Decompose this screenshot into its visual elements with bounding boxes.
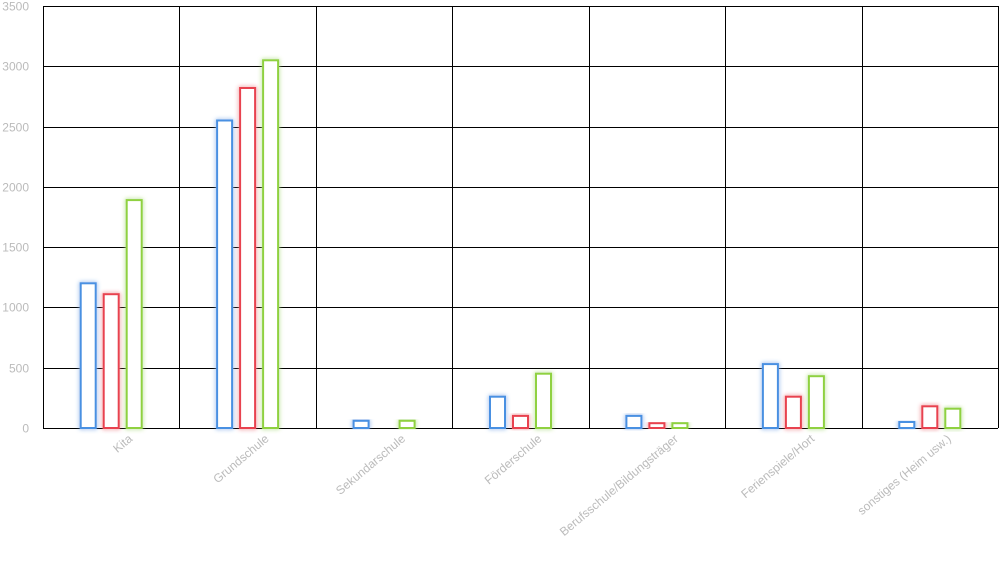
bar-series-3-ferienspiele-hort xyxy=(807,375,825,430)
y-tick-label: 2000 xyxy=(2,181,29,195)
y-tick-label: 3500 xyxy=(2,0,29,14)
x-axis-labels: Kita Grundschule Sekundarschule Förderschul… xyxy=(110,431,953,539)
bar-series-1-sonstiges-heim-usw- xyxy=(898,421,916,429)
bar-series-1-kita xyxy=(79,282,97,429)
bar-series-1-ferienspiele-hort xyxy=(761,363,779,430)
y-tick-label: 1000 xyxy=(2,301,29,315)
bar-series-3-sekundarschule xyxy=(398,419,416,429)
x-category-label: sonstiges (Heim usw.) xyxy=(855,432,954,518)
x-category-label: Sekundarschule xyxy=(333,431,408,497)
x-category-label: Berufsschule/Bildungsträger xyxy=(557,432,681,539)
bar-series-1-förderschule xyxy=(489,395,506,430)
y-tick-label: 3000 xyxy=(2,60,29,74)
x-category-label: Kita xyxy=(110,431,135,455)
bar-series-1-sekundarschule xyxy=(352,419,370,429)
x-category-label: Förderschule xyxy=(482,431,545,487)
bar-series-1-grundschule xyxy=(216,119,234,429)
grid xyxy=(43,6,999,429)
bar-series-2-berufsschule-bildungsträger xyxy=(648,422,666,430)
x-category-label: Grundschule xyxy=(210,431,271,486)
bar-series-3-sonstiges-heim-usw- xyxy=(944,407,962,430)
y-tick-label: 2500 xyxy=(2,121,29,135)
bar-series-2-kita xyxy=(102,293,120,430)
bar-series-3-kita xyxy=(125,199,143,429)
bar-series-3-grundschule xyxy=(262,59,280,430)
y-tick-label: 500 xyxy=(9,362,29,376)
bar-series-2-förderschule xyxy=(512,414,529,429)
bar-series-2-grundschule xyxy=(239,87,257,429)
y-tick-label: 0 xyxy=(22,422,29,436)
bars xyxy=(79,59,962,430)
x-category-label: Ferienspiele/Hort xyxy=(738,431,818,501)
bar-series-3-berufsschule-bildungsträger xyxy=(671,422,689,430)
y-tick-label: 1500 xyxy=(2,241,29,255)
bar-series-1-berufsschule-bildungsträger xyxy=(625,414,643,429)
bar-series-2-sonstiges-heim-usw- xyxy=(921,405,939,429)
bar-series-3-förderschule xyxy=(535,372,552,430)
y-axis-ticks: 0 500 1000 1500 2000 2500 3000 3500 xyxy=(2,0,29,436)
bar-series-2-ferienspiele-hort xyxy=(784,395,802,430)
